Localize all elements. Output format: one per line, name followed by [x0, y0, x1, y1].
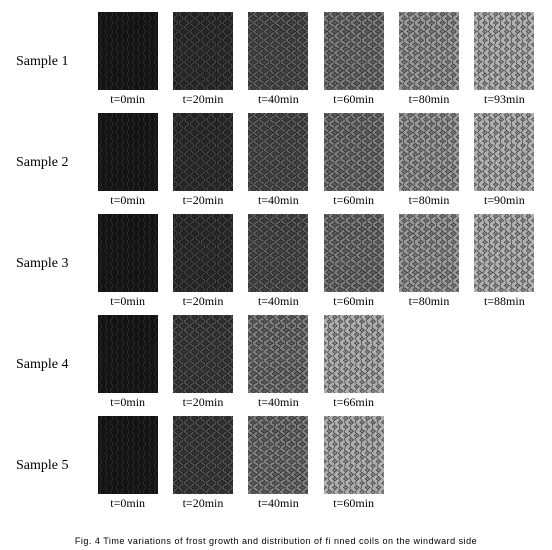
frost-image: [474, 214, 534, 292]
frost-cell: t=40min: [245, 12, 312, 111]
frost-cell: t=80min: [395, 113, 462, 212]
frost-cell: t=60min: [320, 214, 387, 313]
time-label: t=60min: [333, 193, 374, 208]
frost-cell: t=20min: [169, 416, 236, 515]
frost-image: [98, 416, 158, 494]
frost-image: [173, 214, 233, 292]
time-label: t=40min: [258, 395, 299, 410]
frost-image: [248, 12, 308, 90]
time-label: t=0min: [110, 92, 145, 107]
time-label: t=40min: [258, 92, 299, 107]
figure-grid: Sample 1 t=0min t=20min t=40min: [14, 12, 538, 515]
frost-cell: t=40min: [245, 113, 312, 212]
frost-image: [399, 12, 459, 90]
frost-cell: t=0min: [94, 113, 161, 212]
frost-cell: t=90min: [471, 113, 538, 212]
frost-cell: t=88min: [471, 214, 538, 313]
frost-cell: t=60min: [320, 416, 387, 515]
time-label: t=60min: [333, 92, 374, 107]
row-label: Sample 3: [14, 256, 86, 272]
frost-image: [324, 214, 384, 292]
frost-image: [324, 12, 384, 90]
frost-cell: [395, 326, 462, 404]
frost-image: [173, 416, 233, 494]
frost-image: [98, 214, 158, 292]
time-label: t=90min: [484, 193, 525, 208]
frost-image: [474, 12, 534, 90]
frost-cell: t=0min: [94, 12, 161, 111]
frost-image: [173, 12, 233, 90]
time-label: t=80min: [409, 193, 450, 208]
frost-cell: t=0min: [94, 416, 161, 515]
frost-cell: t=80min: [395, 214, 462, 313]
frost-cell: t=60min: [320, 113, 387, 212]
time-label: t=60min: [333, 496, 374, 511]
frost-image: [324, 416, 384, 494]
time-label: t=40min: [258, 496, 299, 511]
empty-cell: [474, 326, 534, 404]
frost-cell: [471, 427, 538, 505]
frost-cell: t=20min: [169, 214, 236, 313]
frost-cell: t=20min: [169, 315, 236, 414]
time-label: t=0min: [110, 193, 145, 208]
frost-image: [324, 315, 384, 393]
time-label: t=20min: [183, 193, 224, 208]
empty-cell: [399, 326, 459, 404]
frost-cell: t=0min: [94, 315, 161, 414]
time-label: t=40min: [258, 193, 299, 208]
frost-cell: t=40min: [245, 315, 312, 414]
frost-image: [324, 113, 384, 191]
frost-image: [173, 315, 233, 393]
frost-image: [98, 12, 158, 90]
frost-image: [248, 113, 308, 191]
time-label: t=20min: [183, 496, 224, 511]
frost-image: [399, 214, 459, 292]
frost-cell: t=20min: [169, 113, 236, 212]
frost-cell: t=80min: [395, 12, 462, 111]
time-label: t=80min: [409, 92, 450, 107]
frost-image: [474, 113, 534, 191]
empty-cell: [474, 427, 534, 505]
time-label: t=0min: [110, 496, 145, 511]
frost-image: [248, 416, 308, 494]
row-label: Sample 4: [14, 357, 86, 373]
row-label: Sample 5: [14, 458, 86, 474]
time-label: t=66min: [333, 395, 374, 410]
frost-image: [248, 315, 308, 393]
time-label: t=20min: [183, 92, 224, 107]
figure: Sample 1 t=0min t=20min t=40min: [0, 0, 552, 550]
time-label: t=20min: [183, 395, 224, 410]
frost-cell: t=60min: [320, 12, 387, 111]
frost-image: [248, 214, 308, 292]
frost-image: [98, 315, 158, 393]
frost-cell: t=66min: [320, 315, 387, 414]
frost-cell: t=93min: [471, 12, 538, 111]
time-label: t=0min: [110, 395, 145, 410]
frost-image: [98, 113, 158, 191]
empty-cell: [399, 427, 459, 505]
frost-cell: t=20min: [169, 12, 236, 111]
time-label: t=88min: [484, 294, 525, 309]
time-label: t=40min: [258, 294, 299, 309]
time-label: t=93min: [484, 92, 525, 107]
frost-image: [173, 113, 233, 191]
frost-cell: t=0min: [94, 214, 161, 313]
time-label: t=0min: [110, 294, 145, 309]
time-label: t=60min: [333, 294, 374, 309]
figure-caption: Fig. 4 Time variations of frost growth a…: [0, 536, 552, 546]
frost-cell: [471, 326, 538, 404]
frost-cell: [395, 427, 462, 505]
row-label: Sample 1: [14, 54, 86, 70]
time-label: t=80min: [409, 294, 450, 309]
frost-cell: t=40min: [245, 214, 312, 313]
time-label: t=20min: [183, 294, 224, 309]
row-label: Sample 2: [14, 155, 86, 171]
frost-image: [399, 113, 459, 191]
frost-cell: t=40min: [245, 416, 312, 515]
